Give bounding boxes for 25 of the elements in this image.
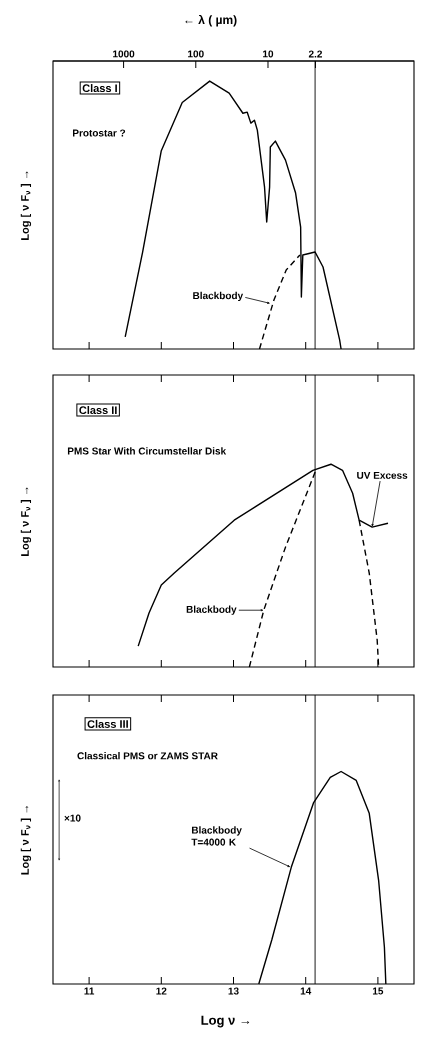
x2-tick-label: 2.2 xyxy=(308,50,323,58)
y-axis-title: Log [ ν F$_{ν}$ ] → xyxy=(20,806,32,875)
x2-tick-label: 100 xyxy=(188,50,204,58)
chart-title: Class III xyxy=(87,719,128,728)
annotation: ×10 xyxy=(64,814,81,822)
annotation: Blackbody xyxy=(186,605,237,615)
x2-tick-label: 1000 xyxy=(113,50,135,58)
x-axis-title: Log ν → xyxy=(201,1015,250,1028)
chart-subtitle: Classical PMS or ZAMS STAR xyxy=(77,752,218,760)
chart-title: Class II xyxy=(79,406,117,415)
x-tick-label: 11 xyxy=(84,987,95,995)
text: Protostar ? xyxy=(73,129,126,137)
chart-subtitle: PMS Star With Circumstellar Disk xyxy=(67,447,227,455)
y-axis-title: Log [ ν F$_{ν}$ ] → xyxy=(20,171,32,240)
y-axis-title: Log [ ν F$_{ν}$ ] → xyxy=(20,487,32,556)
annotation: Blackbody T=4000 K xyxy=(191,826,242,846)
x-tick-label: 12 xyxy=(156,987,167,995)
chart-title: Class I xyxy=(82,84,117,93)
x-tick-label: 14 xyxy=(300,987,312,995)
x-tick-label: 13 xyxy=(228,987,239,995)
x2-tick-label: 10 xyxy=(263,50,274,58)
annotation: UV Excess xyxy=(357,471,408,479)
x-tick-label: 15 xyxy=(372,987,384,995)
x2-axis-title: ← λ ( µm) xyxy=(185,14,237,27)
annotation: Blackbody xyxy=(193,291,244,302)
